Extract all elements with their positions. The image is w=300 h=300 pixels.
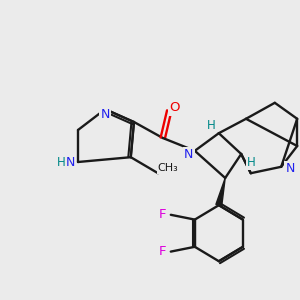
- Text: N: N: [100, 108, 110, 121]
- Text: H: H: [57, 155, 65, 169]
- Text: CH₃: CH₃: [158, 163, 178, 173]
- Text: H: H: [206, 119, 215, 132]
- Text: F: F: [159, 245, 166, 258]
- Text: O: O: [169, 101, 179, 114]
- Text: N: N: [286, 162, 295, 175]
- Text: F: F: [159, 208, 166, 221]
- Polygon shape: [216, 178, 225, 206]
- Text: N: N: [184, 148, 194, 161]
- Text: N: N: [65, 155, 75, 169]
- Text: H: H: [247, 155, 256, 169]
